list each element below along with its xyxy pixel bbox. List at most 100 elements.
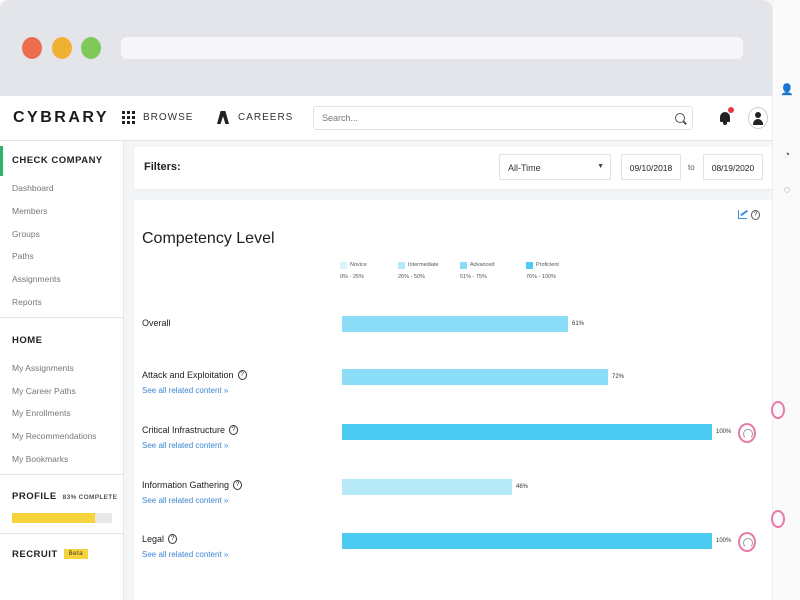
legend-swatch [398, 262, 405, 269]
chevron-down-icon: ▼ [597, 163, 604, 170]
help-icon[interactable]: ? [229, 425, 239, 435]
background-page: 👤 ◔ ◌ [771, 0, 800, 600]
competency-row-label: Overall [142, 318, 171, 328]
gauge-icon[interactable] [738, 532, 756, 552]
date-to-input[interactable]: 08/19/2020 [703, 154, 763, 180]
careers-label: CAREERS [238, 112, 294, 123]
legend-swatch [460, 262, 467, 269]
legend-range: 0% - 25% [340, 274, 364, 280]
competency-row-label: Attack and Exploitation? [142, 370, 247, 380]
sidebar-item-members[interactable]: Members [12, 206, 48, 216]
see-all-related-content-link[interactable]: See all related content » [142, 441, 229, 450]
sidebar-item-my-bookmarks[interactable]: My Bookmarks [12, 454, 69, 464]
sidebar: CHECK COMPANY Dashboard Members Groups P… [0, 141, 124, 600]
recruit-label: RECRUIT [12, 549, 58, 560]
sidebar-heading-profile[interactable]: PROFILE 83% COMPLETE [12, 491, 117, 502]
competency-row-label: Critical Infrastructure? [142, 425, 239, 435]
search-box [313, 106, 693, 130]
competency-title: Competency Level [142, 230, 275, 247]
sidebar-item-dashboard[interactable]: Dashboard [12, 183, 54, 193]
profile-progress-fill [12, 513, 95, 523]
sidebar-item-paths[interactable]: Paths [12, 251, 34, 261]
careers-nav-button[interactable]: CAREERS [216, 111, 293, 124]
filters-label: Filters: [144, 161, 181, 173]
date-to-separator: to [688, 163, 695, 172]
sidebar-item-my-assignments[interactable]: My Assignments [12, 363, 74, 373]
sidebar-heading-company[interactable]: CHECK COMPANY [12, 155, 103, 166]
help-icon[interactable]: ? [168, 534, 178, 544]
legend-swatch [526, 262, 533, 269]
legend-name: Proficient [536, 262, 559, 268]
competency-value: 61% [572, 321, 585, 327]
notification-badge [728, 107, 734, 113]
legend-name: Novice [350, 262, 367, 268]
competency-name: Legal [142, 534, 165, 544]
competency-row-label: Legal? [142, 534, 178, 544]
competency-name: Overall [142, 318, 171, 328]
help-icon: ◌ [783, 184, 791, 196]
browse-label: BROWSE [143, 112, 194, 123]
user-icon: 👤 [780, 84, 794, 96]
legend-range: 51% - 75% [460, 274, 487, 280]
competency-name: Information Gathering [142, 480, 230, 490]
help-icon[interactable]: ? [237, 370, 247, 380]
gauge-icon[interactable] [738, 423, 756, 443]
cybrary-logo[interactable]: CYBRARY [13, 109, 110, 126]
sidebar-item-groups[interactable]: Groups [12, 229, 40, 239]
legend-swatch [340, 262, 347, 269]
legend-name: Advanced [470, 262, 495, 268]
top-navigation: CYBRARY BROWSE CAREERS [0, 96, 772, 141]
sidebar-item-my-career-paths[interactable]: My Career Paths [12, 386, 76, 396]
bell-icon: ◔ [783, 149, 791, 161]
competency-card: ? Competency Level Novice 0% - 25% Interme… [134, 200, 772, 600]
app-container: CYBRARY BROWSE CAREERS CHECK COMPANY [0, 96, 772, 600]
address-bar[interactable] [121, 37, 743, 59]
competency-value: 72% [612, 374, 625, 380]
profile-label: PROFILE [12, 491, 57, 502]
sidebar-item-assignments[interactable]: Assignments [12, 274, 61, 284]
sidebar-item-my-recommendations[interactable]: My Recommendations [12, 431, 97, 441]
competency-value: 46% [516, 484, 529, 490]
see-all-related-content-link[interactable]: See all related content » [142, 386, 229, 395]
sidebar-active-indicator [0, 146, 3, 176]
close-window-button[interactable] [22, 37, 42, 59]
competency-value: 100% [716, 429, 732, 435]
competency-bar [342, 424, 712, 440]
competency-bar [342, 316, 568, 332]
competency-bar [342, 479, 512, 495]
sidebar-heading-home[interactable]: HOME [12, 335, 43, 346]
grid-icon [122, 111, 135, 124]
see-all-related-content-link[interactable]: See all related content » [142, 496, 229, 505]
legend-range: 26% - 50% [398, 274, 425, 280]
sidebar-heading-recruit[interactable]: RECRUIT Beta [12, 549, 89, 560]
date-from-input[interactable]: 09/10/2018 [621, 154, 681, 180]
help-icon[interactable]: ? [233, 480, 243, 490]
browse-nav-button[interactable]: BROWSE [122, 111, 193, 124]
competency-name: Critical Infrastructure [142, 425, 226, 435]
competency-value: 100% [716, 538, 732, 544]
sidebar-divider [0, 317, 123, 318]
competency-row-label: Information Gathering? [142, 480, 243, 490]
minimize-window-button[interactable] [52, 37, 72, 59]
competency-name: Attack and Exploitation [142, 370, 234, 380]
user-avatar-icon[interactable] [748, 107, 768, 129]
gauge-ring-icon [771, 401, 785, 419]
sidebar-item-my-enrollments[interactable]: My Enrollments [12, 408, 71, 418]
maximize-window-button[interactable] [81, 37, 101, 59]
sidebar-divider [0, 533, 123, 534]
search-input[interactable] [322, 108, 662, 128]
profile-complete-text: 83% COMPLETE [62, 494, 118, 501]
filters-bar: Filters: All-Time ▼ 09/10/2018 to 08/19/… [134, 147, 772, 189]
competency-bar [342, 369, 608, 385]
search-icon[interactable] [675, 113, 685, 123]
legend-name: Intermediate [408, 262, 439, 268]
time-range-select[interactable]: All-Time ▼ [499, 154, 611, 180]
see-all-related-content-link[interactable]: See all related content » [142, 550, 229, 559]
sidebar-item-reports[interactable]: Reports [12, 297, 42, 307]
notification-bell-icon[interactable] [718, 110, 732, 126]
help-icon[interactable]: ? [751, 210, 760, 220]
profile-progress-bar [12, 513, 112, 523]
chart-icon[interactable] [738, 210, 747, 219]
card-actions: ? [738, 210, 760, 220]
beta-badge: Beta [63, 549, 89, 560]
